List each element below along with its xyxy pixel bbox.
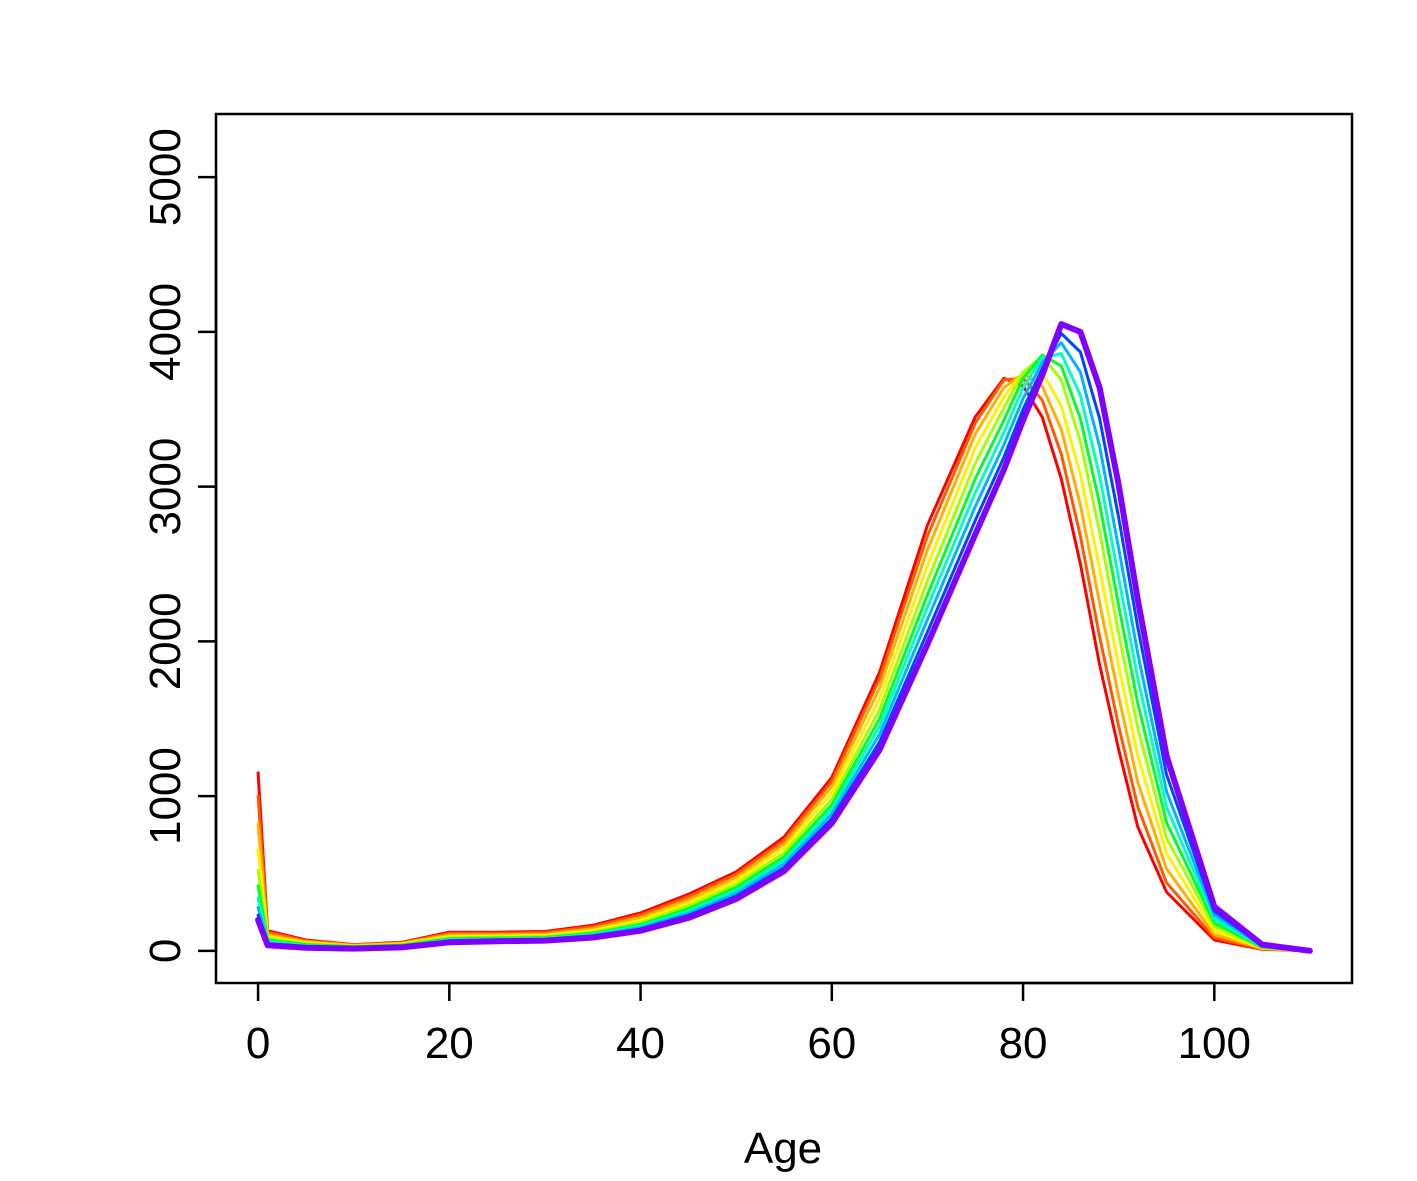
x-axis: 0 20 40 60 80 100 xyxy=(246,981,1251,1068)
x-tick-label: 80 xyxy=(999,1019,1048,1068)
y-tick-label: 0 xyxy=(141,939,190,963)
y-tick-label: 3000 xyxy=(141,438,190,536)
x-axis-label: Age xyxy=(744,1124,822,1173)
y-tick-label: 4000 xyxy=(141,283,190,381)
y-tick-label: 1000 xyxy=(141,747,190,845)
x-tick-label: 60 xyxy=(807,1019,856,1068)
y-axis: 0 1000 2000 3000 4000 5000 xyxy=(141,128,218,963)
x-tick-label: 40 xyxy=(616,1019,665,1068)
y-tick-label: 5000 xyxy=(141,128,190,226)
x-tick-label: 0 xyxy=(246,1019,270,1068)
series-line-9 xyxy=(255,321,1313,954)
x-tick-label: 100 xyxy=(1178,1019,1251,1068)
y-tick-label: 2000 xyxy=(141,592,190,690)
series-layer xyxy=(255,321,1313,954)
x-tick-label: 20 xyxy=(425,1019,474,1068)
